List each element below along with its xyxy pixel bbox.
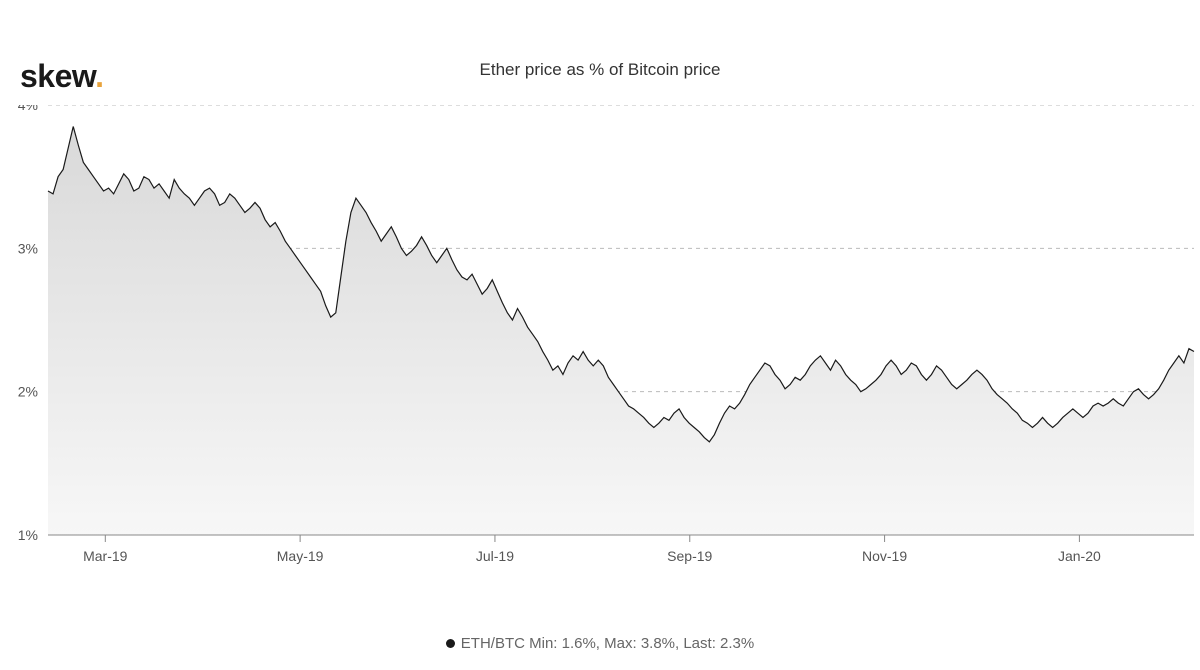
svg-text:Jan-20: Jan-20 [1058,548,1101,564]
svg-text:1%: 1% [18,527,38,543]
svg-text:Mar-19: Mar-19 [83,548,128,564]
svg-text:Sep-19: Sep-19 [667,548,712,564]
chart-title: Ether price as % of Bitcoin price [0,60,1200,80]
svg-text:4%: 4% [18,105,38,113]
chart-header: skew. Ether price as % of Bitcoin price [0,50,1200,90]
legend-text: ETH/BTC Min: 1.6%, Max: 3.8%, Last: 2.3% [461,635,754,652]
svg-text:May-19: May-19 [277,548,324,564]
chart-legend: ETH/BTC Min: 1.6%, Max: 3.8%, Last: 2.3% [0,635,1200,652]
svg-text:2%: 2% [18,384,38,400]
chart-svg: 1% 2% 3% 4% Mar-19 May-19 Jul-19 Sep-19 Nov-19 Ja… [0,105,1200,585]
legend-marker-icon [446,639,455,648]
svg-text:3%: 3% [18,240,38,256]
chart-area: 1% 2% 3% 4% Mar-19 May-19 Jul-19 Sep-19 Nov-19 Ja… [0,105,1200,585]
svg-text:Nov-19: Nov-19 [862,548,907,564]
svg-text:Jul-19: Jul-19 [476,548,514,564]
